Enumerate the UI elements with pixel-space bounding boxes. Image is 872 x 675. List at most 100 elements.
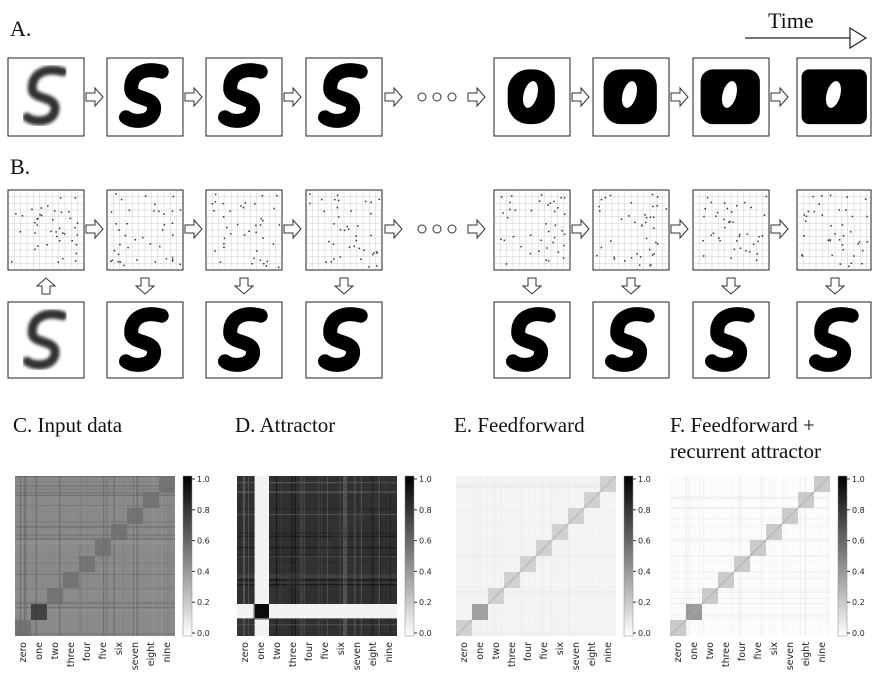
unit-dot bbox=[639, 264, 641, 266]
unit-dot bbox=[267, 261, 269, 263]
unit-dot bbox=[237, 224, 239, 226]
unit-dot bbox=[839, 209, 841, 211]
heatmap-stripe bbox=[15, 526, 175, 527]
colorbar-tick-label: 0.4 bbox=[852, 567, 865, 576]
unit-dot bbox=[75, 197, 77, 199]
unit-dot bbox=[601, 199, 603, 201]
unit-dot bbox=[159, 246, 161, 248]
unit-dot bbox=[808, 211, 810, 213]
unit-dot bbox=[541, 194, 543, 196]
heatmap-stripe bbox=[26, 476, 27, 636]
unit-dot bbox=[172, 222, 174, 224]
category-label: four bbox=[304, 642, 315, 661]
heatmap-block bbox=[63, 572, 79, 588]
unit-dot bbox=[172, 234, 174, 236]
colorbar-tick-label: 1.0 bbox=[197, 475, 210, 484]
unit-dot bbox=[64, 233, 66, 235]
unit-dot bbox=[347, 226, 349, 228]
heatmap-stripe bbox=[24, 476, 25, 636]
unit-dot bbox=[328, 241, 330, 243]
heatmap-stripe bbox=[670, 624, 830, 625]
heatmap-stripe bbox=[137, 476, 138, 636]
ellipsis-dot bbox=[418, 93, 426, 101]
heatmap-stripe bbox=[15, 511, 175, 512]
unit-dot bbox=[58, 261, 60, 263]
unit-dot bbox=[70, 218, 72, 220]
heatmap-stripe bbox=[15, 489, 175, 490]
unit-dot bbox=[129, 209, 131, 211]
unit-dot bbox=[223, 246, 225, 248]
unit-dot bbox=[548, 231, 550, 233]
unit-dot bbox=[504, 240, 506, 242]
unit-dot bbox=[248, 230, 250, 232]
unit-dot bbox=[39, 214, 41, 216]
unit-dot bbox=[262, 195, 264, 197]
unit-dot bbox=[340, 256, 342, 258]
heatmap-stripe bbox=[670, 524, 830, 525]
unit-dot bbox=[547, 204, 549, 206]
flow-arrow bbox=[622, 278, 640, 294]
unit-dot bbox=[842, 249, 844, 251]
unit-dot bbox=[621, 219, 623, 221]
unit-dot bbox=[214, 250, 216, 252]
unit-dot bbox=[703, 255, 705, 257]
unit-dot bbox=[34, 249, 36, 251]
ellipsis-dot bbox=[448, 225, 456, 233]
unit-dot bbox=[713, 233, 715, 235]
unit-dot bbox=[340, 229, 342, 231]
heatmap-stripe bbox=[169, 476, 170, 636]
flow-arrow bbox=[284, 88, 301, 106]
flow-arrow bbox=[185, 220, 202, 238]
unit-dot bbox=[636, 253, 638, 255]
heatmap-block bbox=[127, 508, 143, 524]
unit-dot bbox=[370, 213, 372, 215]
heatmap bbox=[456, 476, 616, 636]
unit-dot bbox=[125, 235, 127, 237]
heatmap-stripe bbox=[456, 510, 616, 511]
unit-dot bbox=[115, 193, 117, 195]
unit-dot bbox=[719, 240, 721, 242]
colorbar-tick-label: 1.0 bbox=[638, 475, 651, 484]
unit-dot bbox=[368, 266, 370, 268]
unit-dot bbox=[162, 229, 164, 231]
unit-dot bbox=[255, 225, 257, 227]
unit-dot bbox=[212, 203, 214, 205]
category-label: five bbox=[753, 642, 764, 660]
unit-dot bbox=[74, 227, 76, 229]
heatmap-stripe bbox=[133, 476, 134, 636]
heatmap-stripe bbox=[456, 631, 616, 632]
unit-dot bbox=[47, 205, 49, 207]
unit-dot bbox=[309, 193, 311, 195]
unit-dot bbox=[757, 241, 759, 243]
unit-dot bbox=[379, 199, 381, 201]
unit-dot bbox=[251, 263, 253, 265]
heatmap-stripe bbox=[456, 484, 616, 485]
category-label: nine bbox=[384, 642, 395, 663]
unit-dot bbox=[37, 224, 39, 226]
category-label: zero bbox=[18, 642, 29, 663]
unit-dot bbox=[115, 223, 117, 225]
unit-dot bbox=[37, 245, 39, 247]
ellipsis-dot bbox=[418, 225, 426, 233]
unit-dot bbox=[843, 235, 845, 237]
unit-dot bbox=[173, 196, 175, 198]
heatmap-stripe bbox=[703, 476, 704, 636]
heatmap-stripe bbox=[164, 476, 165, 636]
panel-title: recurrent attractor bbox=[670, 439, 821, 463]
unit-dot bbox=[736, 205, 738, 207]
heatmap-block bbox=[349, 508, 365, 524]
unit-dot bbox=[260, 218, 262, 220]
unit-dot bbox=[657, 243, 659, 245]
unit-dot bbox=[344, 230, 346, 232]
unit-dot bbox=[276, 195, 278, 197]
colorbar-tick-label: 0.4 bbox=[197, 567, 210, 576]
heatmap-block bbox=[333, 524, 349, 540]
unit-dot bbox=[333, 258, 335, 260]
flow-arrow bbox=[86, 88, 103, 106]
unit-dot bbox=[840, 263, 842, 265]
heatmap-stripe bbox=[456, 527, 616, 528]
heatmap-stripe bbox=[138, 476, 139, 636]
heatmap-stripe bbox=[670, 596, 830, 597]
unit-dot bbox=[273, 243, 275, 245]
colorbar-tick-label: 0.4 bbox=[419, 567, 432, 576]
